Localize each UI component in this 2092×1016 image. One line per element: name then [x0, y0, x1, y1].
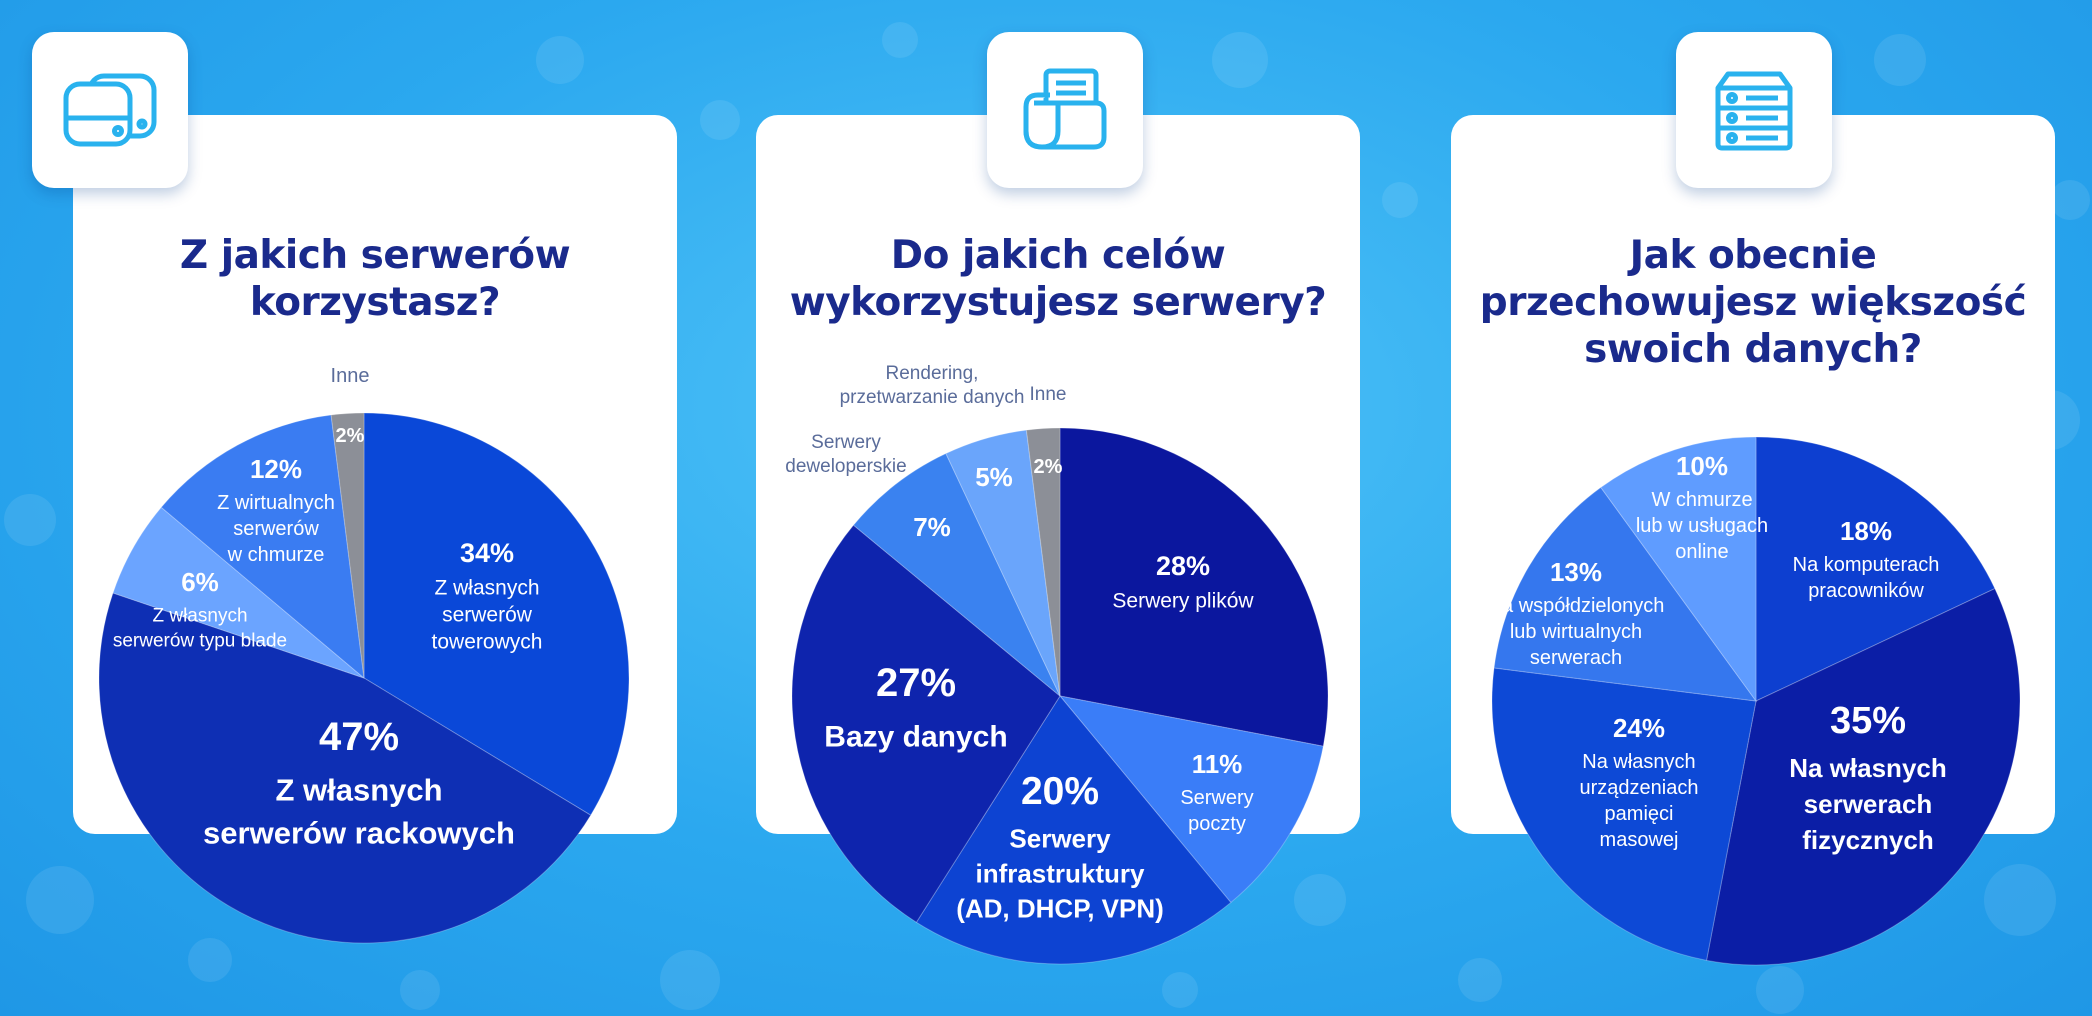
slice-value-label: 2% — [1034, 456, 1063, 478]
slice-category-label: Na własnych — [1789, 753, 1947, 783]
slice-value-label: 2% — [336, 425, 365, 447]
slice-category-label: pamięci — [1605, 803, 1674, 825]
slice-value-label: 13% — [1550, 557, 1602, 587]
slice-category-label: (AD, DHCP, VPN) — [956, 893, 1164, 923]
pie-slice — [852, 452, 1061, 697]
chart-2-title-line: Do jakich celów — [890, 233, 1226, 278]
pie-slice — [1025, 427, 1061, 697]
slice-category-label: serwerów typu blade — [113, 630, 287, 651]
pie-slice — [363, 412, 630, 816]
chart-1-title-line: korzystasz? — [249, 280, 501, 325]
slice-category-label: w chmurze — [227, 544, 325, 566]
slice-category-label: Rendering, — [886, 363, 979, 384]
slice-category-label: Serwery — [1180, 787, 1253, 809]
chart-3-title: Jak obecnie przechowujesz większość swoi… — [1451, 232, 2055, 373]
slice-category-label: serwerów rackowych — [203, 816, 515, 851]
pie-slice — [915, 695, 1232, 965]
chart-3-title-line: przechowujesz większość — [1479, 280, 2027, 325]
chart-1-title-line: Z jakich serwerów — [179, 233, 571, 278]
pie-slice — [1755, 436, 1996, 702]
slice-value-label: 34% — [460, 538, 514, 568]
slice-category-label: infrastruktury — [975, 858, 1145, 888]
slice-value-label: 35% — [1830, 700, 1906, 742]
slice-category-label: przetwarzanie danych — [840, 387, 1025, 408]
slice-category-label: Serwery plików — [1112, 589, 1254, 612]
pie-slice — [1600, 436, 1757, 703]
slice-category-label: serwerach — [1530, 647, 1622, 669]
slice-category-label: masowej — [1600, 829, 1679, 851]
slice-value-label: 20% — [1021, 770, 1099, 813]
slice-value-label: 5% — [975, 462, 1013, 492]
pie-slice — [1705, 587, 2021, 966]
slice-category-label: Serwery — [811, 432, 881, 453]
server-rack-icon — [1715, 71, 1793, 151]
slice-category-label: Z wirtualnych — [217, 492, 335, 514]
slice-category-label: W chmurze — [1651, 489, 1752, 511]
slice-value-label: 11% — [1192, 749, 1243, 779]
icon-box-2 — [987, 32, 1143, 188]
slice-category-label: Na własnych — [1582, 751, 1695, 773]
slice-category-label: pracowników — [1808, 580, 1924, 602]
slice-category-label: poczty — [1188, 813, 1246, 835]
slice-value-label: 24% — [1613, 713, 1665, 743]
pie-slice — [1058, 695, 1324, 904]
pie-slice — [1493, 486, 1758, 702]
slice-category-label: lub wirtualnych — [1510, 621, 1642, 643]
chart-3-title-line: Jak obecnie — [1629, 233, 1877, 278]
slice-category-label: online — [1675, 541, 1728, 563]
chart-3-title-line: swoich danych? — [1584, 327, 1922, 372]
slice-category-label: Z własnych — [434, 576, 539, 599]
pie-slice — [1059, 427, 1329, 747]
pie-slice — [112, 506, 365, 679]
pie-slice — [1491, 667, 1757, 961]
slice-value-label: 27% — [876, 661, 956, 705]
slice-value-label: 10% — [1676, 451, 1728, 481]
slice-value-label: 7% — [913, 512, 951, 542]
slice-value-label: 47% — [319, 715, 399, 759]
slice-category-label: Na komputerach — [1793, 554, 1940, 576]
slice-category-label: Z własnych — [152, 605, 247, 626]
slice-value-label: 28% — [1156, 551, 1210, 581]
slice-category-label: towerowych — [432, 630, 543, 653]
chart-2-title-line: wykorzystujesz serwery? — [789, 280, 1327, 325]
slice-category-label: urządzeniach — [1580, 777, 1699, 799]
slice-category-label: deweloperskie — [785, 456, 906, 477]
slice-category-label: serwerach — [1804, 789, 1933, 819]
chart-1-title: Z jakich serwerów korzystasz? — [73, 232, 677, 326]
pie-slice — [98, 592, 592, 944]
chart-2-title: Do jakich celów wykorzystujesz serwery? — [756, 232, 1360, 326]
pie-slice — [160, 414, 365, 680]
pie-slice — [330, 412, 365, 679]
slice-category-label: lub w usługach — [1636, 515, 1768, 537]
slice-category-label: fizycznych — [1802, 825, 1934, 855]
slice-category-label: Serwery — [1009, 823, 1111, 853]
slice-category-label: Z własnych — [275, 773, 442, 808]
slice-value-label: 12% — [250, 454, 302, 484]
slice-value-label: 18% — [1840, 516, 1892, 546]
slice-category-label: Inne — [331, 365, 370, 387]
document-folder-icon — [1023, 68, 1107, 150]
slice-category-label: Inne — [1030, 384, 1067, 405]
slice-category-label: serwerów — [442, 603, 533, 626]
slice-category-label: serwerów — [233, 518, 319, 540]
icon-box-1 — [32, 32, 188, 188]
drives-icon — [63, 73, 157, 147]
pie-slice — [945, 429, 1061, 697]
slice-value-label: 6% — [181, 567, 219, 597]
slice-category-label: Bazy danych — [824, 721, 1007, 754]
slice-category-label: Na współdzielonych — [1488, 595, 1665, 617]
icon-box-3 — [1676, 32, 1832, 188]
pie-slice — [791, 524, 1061, 923]
